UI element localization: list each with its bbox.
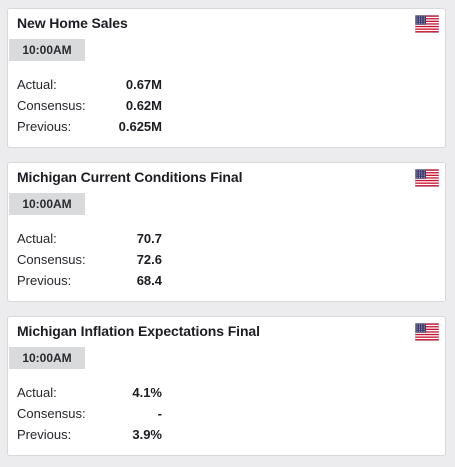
actual-label: Actual: <box>17 231 57 246</box>
consensus-label: Consensus: <box>17 406 86 421</box>
event-card[interactable]: Michigan Inflation Expectations Final 10… <box>7 316 446 456</box>
consensus-value: 0.62M <box>125 98 162 113</box>
consensus-value: - <box>157 406 162 421</box>
event-title: Michigan Inflation Expectations Final <box>17 323 260 339</box>
actual-row: Actual: 70.7 <box>17 231 162 249</box>
us-flag-icon <box>415 15 439 33</box>
actual-label: Actual: <box>17 385 57 400</box>
consensus-row: Consensus: 0.62M <box>17 98 162 116</box>
actual-row: Actual: 4.1% <box>17 385 162 403</box>
previous-value: 68.4 <box>136 273 162 288</box>
event-title: Michigan Current Conditions Final <box>17 169 243 185</box>
actual-value: 0.67M <box>125 77 162 92</box>
previous-row: Previous: 68.4 <box>17 273 162 291</box>
previous-label: Previous: <box>17 119 72 134</box>
consensus-row: Consensus: - <box>17 406 162 424</box>
event-card[interactable]: New Home Sales 10:00AM Actual: 0.67M Con… <box>7 8 446 148</box>
actual-row: Actual: 0.67M <box>17 77 162 95</box>
previous-value: 3.9% <box>132 427 162 442</box>
event-title: New Home Sales <box>17 15 128 31</box>
event-card[interactable]: Michigan Current Conditions Final 10:00A… <box>7 162 446 302</box>
previous-value: 0.625M <box>118 119 162 134</box>
actual-value: 70.7 <box>136 231 162 246</box>
previous-label: Previous: <box>17 427 72 442</box>
consensus-value: 72.6 <box>136 252 162 267</box>
event-time-badge: 10:00AM <box>9 193 85 215</box>
previous-row: Previous: 3.9% <box>17 427 162 445</box>
consensus-label: Consensus: <box>17 252 86 267</box>
actual-label: Actual: <box>17 77 57 92</box>
event-time-badge: 10:00AM <box>9 347 85 369</box>
consensus-label: Consensus: <box>17 98 86 113</box>
us-flag-icon <box>415 323 439 341</box>
event-time-badge: 10:00AM <box>9 39 85 61</box>
consensus-row: Consensus: 72.6 <box>17 252 162 270</box>
previous-row: Previous: 0.625M <box>17 119 162 137</box>
actual-value: 4.1% <box>132 385 162 400</box>
us-flag-icon <box>415 169 439 187</box>
previous-label: Previous: <box>17 273 72 288</box>
